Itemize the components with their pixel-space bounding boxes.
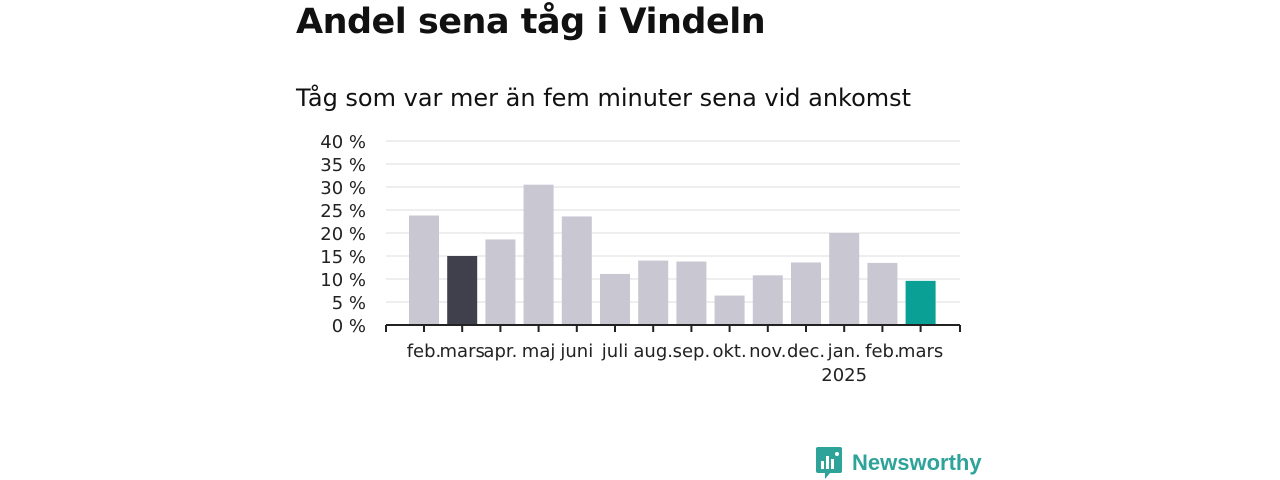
bar <box>676 261 707 325</box>
bar <box>523 184 554 325</box>
chart-subtitle: Tåg som var mer än fem minuter sena vid … <box>296 84 912 112</box>
bar <box>905 280 936 325</box>
y-tick-label: 40 % <box>320 132 366 153</box>
bar <box>485 239 516 325</box>
y-tick-label: 35 % <box>320 155 366 176</box>
y-tick-label: 0 % <box>332 316 366 337</box>
x-tick-label: juni <box>559 341 593 362</box>
newsworthy-logo-icon <box>816 447 842 479</box>
chart-title: Andel sena tåg i Vindeln <box>296 2 766 42</box>
y-tick-label: 15 % <box>320 247 366 268</box>
bar <box>638 260 669 325</box>
x-tick-label: juli <box>601 341 628 362</box>
bar <box>409 215 439 325</box>
x-tick-label: jan. <box>827 341 861 362</box>
x-tick-label: apr. <box>483 341 517 362</box>
x-tick-label: sep. <box>673 341 711 362</box>
y-tick-label: 30 % <box>320 178 366 199</box>
bar <box>561 216 592 325</box>
bar <box>791 262 821 325</box>
x-tick-label: aug. <box>633 341 673 362</box>
brand-name: Newsworthy <box>852 450 982 475</box>
x-tick-label: nov. <box>749 341 786 362</box>
y-tick-label: 25 % <box>320 201 366 222</box>
x-tick-label: feb. <box>865 341 900 362</box>
y-tick-label: 5 % <box>332 293 366 314</box>
x-tick-label: dec. <box>787 341 825 362</box>
bar <box>600 273 630 325</box>
x-tick-label: okt. <box>712 341 746 362</box>
x-tick-label: feb. <box>407 341 442 362</box>
brand-logo: Newsworthy <box>815 446 982 480</box>
bar <box>752 275 783 325</box>
y-tick-label: 20 % <box>320 224 366 245</box>
x-tick-label: mars <box>898 341 943 362</box>
bar <box>829 233 860 325</box>
bar <box>447 256 478 325</box>
x-tick-label: maj <box>522 341 556 362</box>
x-tick-label: mars <box>440 341 485 362</box>
bar <box>867 262 898 325</box>
x-tick-sublabel: 2025 <box>821 365 867 386</box>
bar <box>714 295 745 325</box>
y-tick-label: 10 % <box>320 270 366 291</box>
